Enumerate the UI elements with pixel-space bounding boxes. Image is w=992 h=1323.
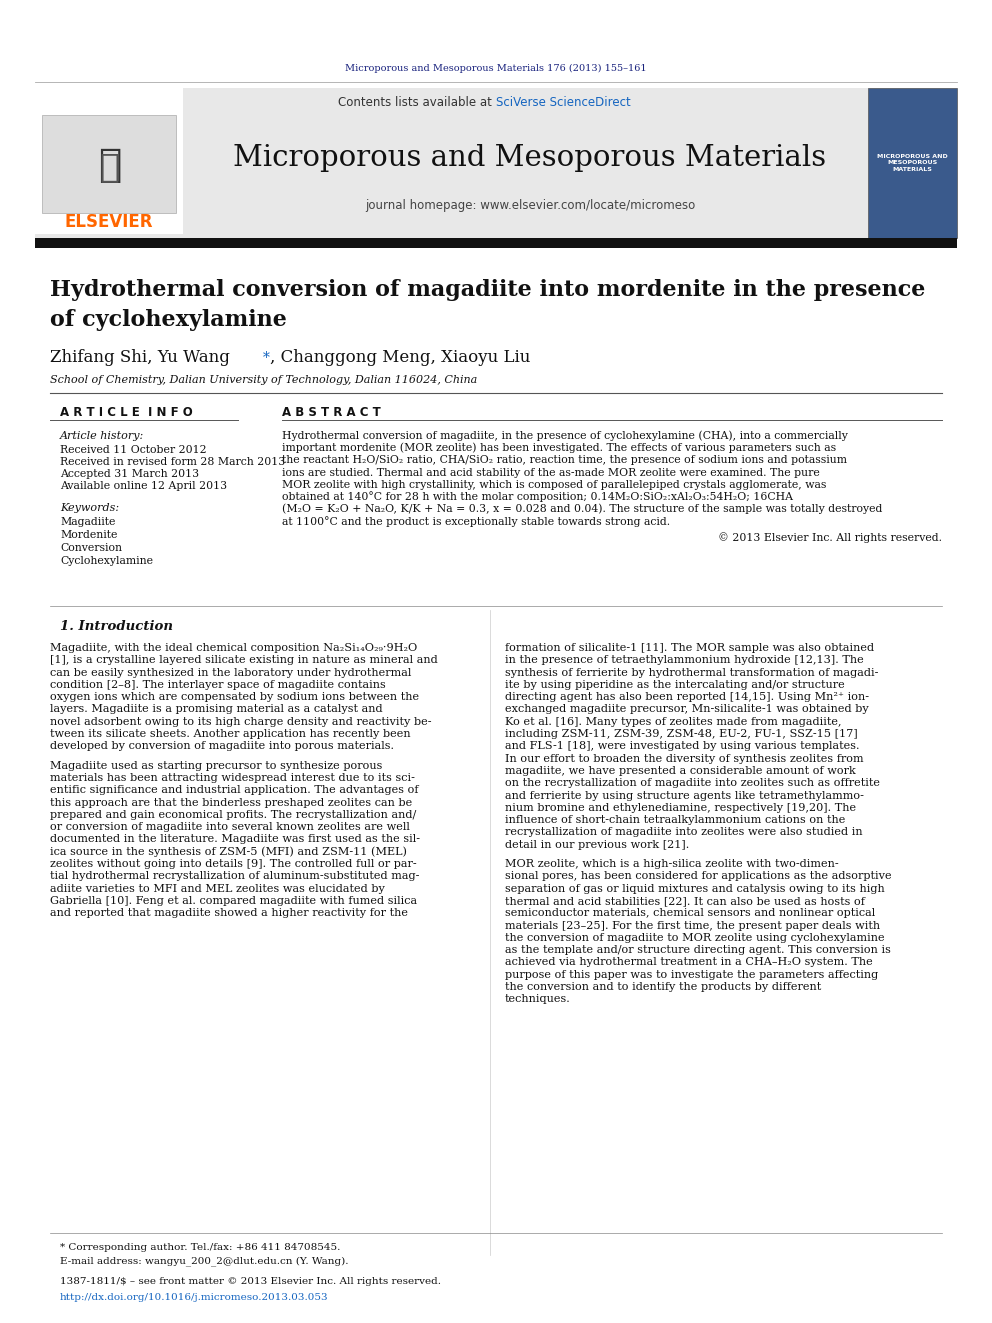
Text: http://dx.doi.org/10.1016/j.micromeso.2013.03.053: http://dx.doi.org/10.1016/j.micromeso.20… [60, 1293, 328, 1302]
Text: Received 11 October 2012: Received 11 October 2012 [60, 445, 206, 455]
Text: , Changgong Meng, Xiaoyu Liu: , Changgong Meng, Xiaoyu Liu [270, 349, 531, 366]
Text: Available online 12 April 2013: Available online 12 April 2013 [60, 482, 227, 491]
Text: materials [23–25]. For the first time, the present paper deals with: materials [23–25]. For the first time, t… [505, 921, 880, 930]
Text: recrystallization of magadiite into zeolites were also studied in: recrystallization of magadiite into zeol… [505, 827, 863, 837]
Text: in the presence of tetraethylammonium hydroxide [12,13]. The: in the presence of tetraethylammonium hy… [505, 655, 864, 665]
Text: 1387-1811/$ – see front matter © 2013 Elsevier Inc. All rights reserved.: 1387-1811/$ – see front matter © 2013 El… [60, 1278, 441, 1286]
Text: MOR zeolite, which is a high-silica zeolite with two-dimen-: MOR zeolite, which is a high-silica zeol… [505, 859, 838, 869]
Text: detail in our previous work [21].: detail in our previous work [21]. [505, 840, 689, 849]
Text: MICROPOROUS AND
MESOPOROUS
MATERIALS: MICROPOROUS AND MESOPOROUS MATERIALS [877, 153, 947, 172]
Text: entific significance and industrial application. The advantages of: entific significance and industrial appl… [50, 786, 419, 795]
Text: and ferrierite by using structure agents like tetramethylammo-: and ferrierite by using structure agents… [505, 791, 864, 800]
Text: A R T I C L E  I N F O: A R T I C L E I N F O [60, 406, 192, 418]
Text: Magadiite, with the ideal chemical composition Na₂Si₁₄O₂₉·9H₂O: Magadiite, with the ideal chemical compo… [50, 643, 418, 654]
Text: ions are studied. Thermal and acid stability of the as-made MOR zeolite were exa: ions are studied. Thermal and acid stabi… [282, 467, 819, 478]
Text: obtained at 140°C for 28 h with the molar composition; 0.14M₂O:SiO₂:xAl₂O₃:54H₂O: obtained at 140°C for 28 h with the mola… [282, 492, 793, 503]
Text: (M₂O = K₂O + Na₂O, K/K + Na = 0.3, x = 0.028 and 0.04). The structure of the sam: (M₂O = K₂O + Na₂O, K/K + Na = 0.3, x = 0… [282, 504, 882, 515]
Bar [35, 238, 957, 247]
Text: can be easily synthesized in the laboratory under hydrothermal: can be easily synthesized in the laborat… [50, 668, 412, 677]
Text: MOR zeolite with high crystallinity, which is composed of parallelepiped crystal: MOR zeolite with high crystallinity, whi… [282, 480, 826, 490]
Text: Zhifang Shi, Yu Wang: Zhifang Shi, Yu Wang [50, 349, 230, 366]
Text: 🌳: 🌳 [99, 151, 119, 184]
Text: Ko et al. [16]. Many types of zeolites made from magadiite,: Ko et al. [16]. Many types of zeolites m… [505, 717, 841, 726]
Text: © 2013 Elsevier Inc. All rights reserved.: © 2013 Elsevier Inc. All rights reserved… [718, 532, 942, 542]
Text: Gabriella [10]. Feng et al. compared magadiite with fumed silica: Gabriella [10]. Feng et al. compared mag… [50, 896, 417, 906]
Text: zeolites without going into details [9]. The controlled full or par-: zeolites without going into details [9].… [50, 859, 417, 869]
Text: ELSEVIER: ELSEVIER [64, 213, 153, 232]
Text: important mordenite (MOR zeolite) has been investigated. The effects of various : important mordenite (MOR zeolite) has be… [282, 443, 836, 454]
Text: novel adsorbent owing to its high charge density and reactivity be-: novel adsorbent owing to its high charge… [50, 717, 432, 726]
Text: synthesis of ferrierite by hydrothermal transformation of magadi-: synthesis of ferrierite by hydrothermal … [505, 668, 878, 677]
Text: Magadiite: Magadiite [60, 517, 115, 527]
Text: Contents lists available at: Contents lists available at [338, 97, 496, 110]
Text: prepared and gain economical profits. The recrystallization and/: prepared and gain economical profits. Th… [50, 810, 417, 820]
Text: nium bromine and ethylenediamine, respectively [19,20]. The: nium bromine and ethylenediamine, respec… [505, 803, 856, 812]
Text: thermal and acid stabilities [22]. It can also be used as hosts of: thermal and acid stabilities [22]. It ca… [505, 896, 865, 906]
Text: influence of short-chain tetraalkylammonium cations on the: influence of short-chain tetraalkylammon… [505, 815, 845, 826]
Text: tial hydrothermal recrystallization of aluminum-substituted mag-: tial hydrothermal recrystallization of a… [50, 872, 420, 881]
Text: and reported that magadiite showed a higher reactivity for the: and reported that magadiite showed a hig… [50, 909, 408, 918]
Text: and FLS-1 [18], were investigated by using various templates.: and FLS-1 [18], were investigated by usi… [505, 741, 859, 751]
Text: * Corresponding author. Tel./fax: +86 411 84708545.: * Corresponding author. Tel./fax: +86 41… [60, 1244, 340, 1253]
Text: of cyclohexylamine: of cyclohexylamine [50, 310, 287, 331]
Text: documented in the literature. Magadiite was first used as the sil-: documented in the literature. Magadiite … [50, 835, 420, 844]
Text: the conversion of magadiite to MOR zeolite using cyclohexylamine: the conversion of magadiite to MOR zeoli… [505, 933, 885, 943]
Bar [35, 89, 183, 234]
Text: 🌲: 🌲 [98, 146, 122, 184]
Text: adiite varieties to MFI and MEL zeolites was elucidated by: adiite varieties to MFI and MEL zeolites… [50, 884, 385, 894]
Text: Microporous and Mesoporous Materials: Microporous and Mesoporous Materials [233, 144, 826, 172]
Text: developed by conversion of magadiite into porous materials.: developed by conversion of magadiite int… [50, 741, 394, 751]
Text: Received in revised form 28 March 2013: Received in revised form 28 March 2013 [60, 456, 286, 467]
Text: exchanged magadiite precursor, Mn-silicalite-1 was obtained by: exchanged magadiite precursor, Mn-silica… [505, 705, 869, 714]
Text: Mordenite: Mordenite [60, 531, 117, 540]
Bar [868, 89, 957, 238]
Text: purpose of this paper was to investigate the parameters affecting: purpose of this paper was to investigate… [505, 970, 878, 980]
Text: School of Chemistry, Dalian University of Technology, Dalian 116024, China: School of Chemistry, Dalian University o… [50, 374, 477, 385]
Text: In our effort to broaden the diversity of synthesis zeolites from: In our effort to broaden the diversity o… [505, 754, 864, 763]
Text: at 1100°C and the product is exceptionally stable towards strong acid.: at 1100°C and the product is exceptional… [282, 516, 671, 527]
Text: journal homepage: www.elsevier.com/locate/micromeso: journal homepage: www.elsevier.com/locat… [365, 198, 695, 212]
Text: or conversion of magadiite into several known zeolites are well: or conversion of magadiite into several … [50, 822, 410, 832]
Text: Magadiite used as starting precursor to synthesize porous: Magadiite used as starting precursor to … [50, 761, 382, 771]
Text: [1], is a crystalline layered silicate existing in nature as mineral and: [1], is a crystalline layered silicate e… [50, 655, 437, 665]
Text: Conversion: Conversion [60, 542, 122, 553]
Text: including ZSM-11, ZSM-39, ZSM-48, EU-2, FU-1, SSZ-15 [17]: including ZSM-11, ZSM-39, ZSM-48, EU-2, … [505, 729, 858, 740]
Text: ica source in the synthesis of ZSM-5 (MFI) and ZSM-11 (MEL): ica source in the synthesis of ZSM-5 (MF… [50, 847, 407, 857]
Bar [35, 89, 957, 238]
Text: Hydrothermal conversion of magadiite, in the presence of cyclohexylamine (CHA), : Hydrothermal conversion of magadiite, in… [282, 431, 848, 442]
Text: condition [2–8]. The interlayer space of magadiite contains: condition [2–8]. The interlayer space of… [50, 680, 386, 689]
Text: A B S T R A C T: A B S T R A C T [282, 406, 381, 418]
Text: Keywords:: Keywords: [60, 503, 119, 513]
Text: techniques.: techniques. [505, 995, 570, 1004]
Text: this approach are that the binderless preshaped zeolites can be: this approach are that the binderless pr… [50, 798, 413, 807]
Text: Hydrothermal conversion of magadiite into mordenite in the presence: Hydrothermal conversion of magadiite int… [50, 279, 926, 302]
Text: Accepted 31 March 2013: Accepted 31 March 2013 [60, 468, 199, 479]
Text: E-mail address: wangyu_200_2@dlut.edu.cn (Y. Wang).: E-mail address: wangyu_200_2@dlut.edu.cn… [60, 1256, 348, 1266]
Text: Article history:: Article history: [60, 431, 144, 441]
Text: magadiite, we have presented a considerable amount of work: magadiite, we have presented a considera… [505, 766, 856, 777]
Text: directing agent has also been reported [14,15]. Using Mn²⁺ ion-: directing agent has also been reported [… [505, 692, 869, 703]
Text: formation of silicalite-1 [11]. The MOR sample was also obtained: formation of silicalite-1 [11]. The MOR … [505, 643, 874, 654]
Text: semiconductor materials, chemical sensors and nonlinear optical: semiconductor materials, chemical sensor… [505, 909, 875, 918]
Text: oxygen ions which are compensated by sodium ions between the: oxygen ions which are compensated by sod… [50, 692, 420, 703]
Text: the reactant H₂O/SiO₂ ratio, CHA/SiO₂ ratio, reaction time, the presence of sodi: the reactant H₂O/SiO₂ ratio, CHA/SiO₂ ra… [282, 455, 847, 466]
Text: SciVerse ScienceDirect: SciVerse ScienceDirect [496, 97, 631, 110]
Text: on the recrystallization of magadiite into zeolites such as offretite: on the recrystallization of magadiite in… [505, 778, 880, 789]
Text: sional pores, has been considered for applications as the adsorptive: sional pores, has been considered for ap… [505, 872, 892, 881]
Text: as the template and/or structure directing agent. This conversion is: as the template and/or structure directi… [505, 945, 891, 955]
Text: Microporous and Mesoporous Materials 176 (2013) 155–161: Microporous and Mesoporous Materials 176… [345, 64, 647, 73]
Text: 1. Introduction: 1. Introduction [60, 619, 173, 632]
Text: materials has been attracting widespread interest due to its sci-: materials has been attracting widespread… [50, 773, 415, 783]
Text: achieved via hydrothermal treatment in a CHA–H₂O system. The: achieved via hydrothermal treatment in a… [505, 958, 873, 967]
Text: separation of gas or liquid mixtures and catalysis owing to its high: separation of gas or liquid mixtures and… [505, 884, 885, 894]
Text: *: * [263, 351, 270, 365]
Text: ite by using piperidine as the intercalating and/or structure: ite by using piperidine as the intercala… [505, 680, 845, 689]
Text: tween its silicate sheets. Another application has recently been: tween its silicate sheets. Another appli… [50, 729, 411, 740]
Text: layers. Magadiite is a promising material as a catalyst and: layers. Magadiite is a promising materia… [50, 705, 383, 714]
Text: Cyclohexylamine: Cyclohexylamine [60, 556, 153, 566]
Text: the conversion and to identify the products by different: the conversion and to identify the produ… [505, 982, 821, 992]
Bar [42, 115, 176, 213]
